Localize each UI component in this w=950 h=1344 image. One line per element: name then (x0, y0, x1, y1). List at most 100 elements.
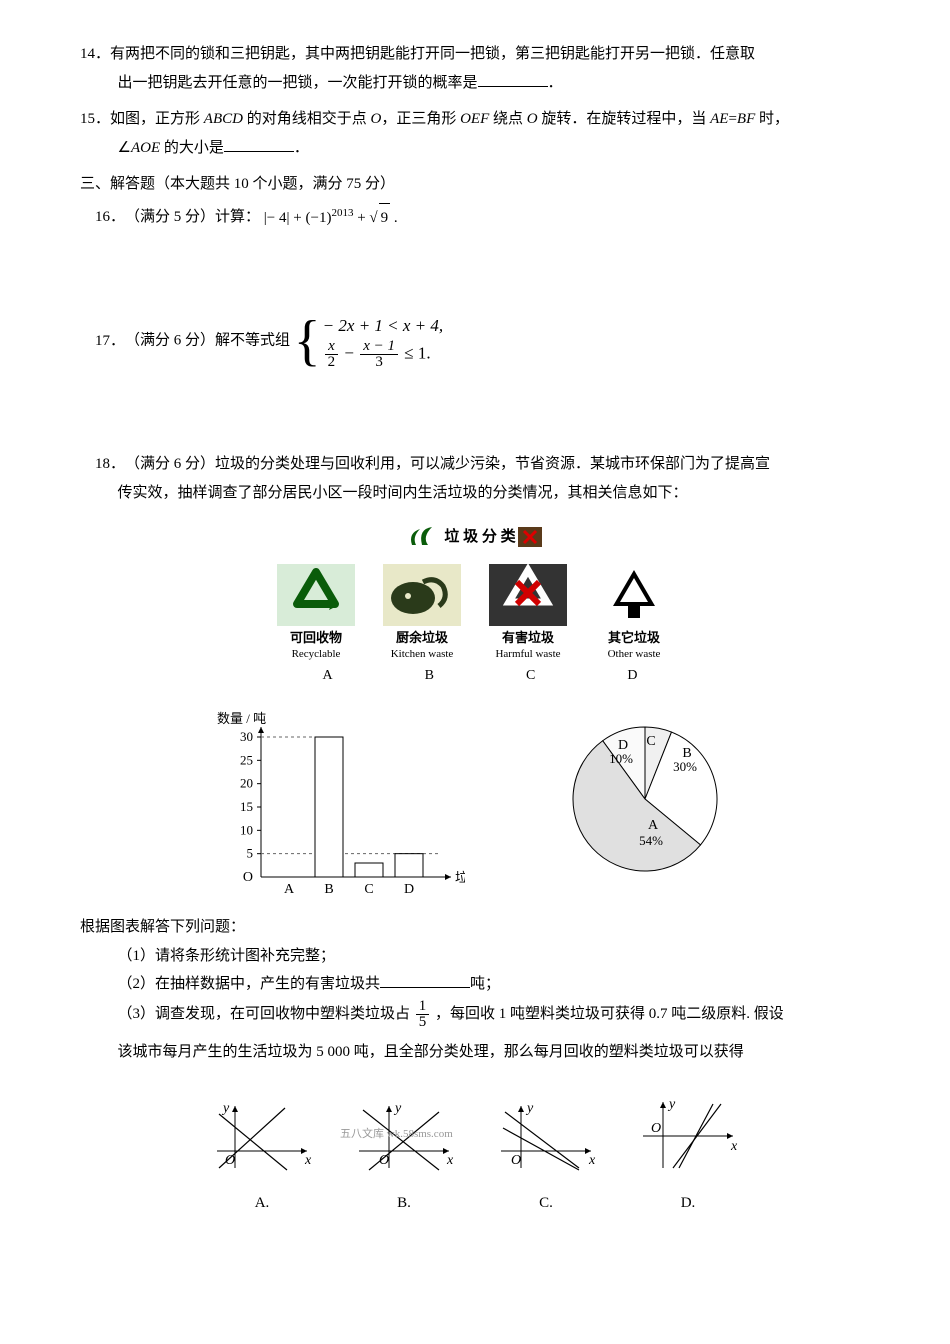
icon-b-cn: 厨余垃圾 (383, 630, 461, 647)
q18-sub2: （2）在抽样数据中，产生的有害垃圾共吨； (80, 970, 870, 999)
q18-sub1: （1）请将条形统计图补充完整； (80, 942, 870, 971)
svg-text:D: D (404, 882, 414, 897)
svg-text:54%: 54% (639, 833, 663, 848)
x-label-d: x (730, 1139, 738, 1154)
option-a: x y O A. (207, 1096, 317, 1217)
recyclable-icon (277, 564, 355, 626)
icon-recyclable: 可回收物 Recyclable (277, 564, 355, 661)
icon-harmful: 有害垃圾 Harmful waste (489, 564, 567, 661)
q14-line2: 出一把钥匙去开任意的一把锁，一次能打开锁的概率是 (118, 75, 478, 91)
O-label-d: O (651, 1121, 661, 1136)
icon-c-en: Harmful waste (489, 647, 567, 661)
svg-text:20: 20 (240, 776, 253, 791)
y-label-d: y (667, 1097, 676, 1112)
q18-sub3c: 该城市每月产生的生活垃圾为 5 000 吨，且全部分类处理，那么每月回收的塑料类… (118, 1038, 871, 1067)
question-17: 17．（满分 6 分）解不等式组 { − 2x + 1 < x + 4, x2 … (80, 312, 870, 370)
abs-v: − 4 (267, 210, 287, 226)
option-c-graph: x y O (491, 1096, 601, 1176)
question-16: 16．（满分 5 分）计算： |− 4| + (−1)2013 + √9 . (80, 203, 870, 233)
svg-text:10: 10 (240, 823, 253, 838)
harmful-icon (489, 564, 567, 626)
q15-oef: OEF (460, 111, 489, 127)
q15-blank[interactable] (224, 136, 294, 152)
f1d: 2 (325, 355, 339, 370)
pie-chart: D10%CB30%A54% (545, 707, 745, 887)
svg-text:O: O (243, 870, 253, 885)
bar-chart: O数量 / 吨垃圾51015202530ABCD (205, 707, 465, 907)
q17-pre: （满分 6 分）解不等式组 (125, 333, 290, 349)
y-label-c: y (525, 1101, 534, 1116)
q16-rad: 9 (379, 203, 391, 233)
q18-prompt: 根据图表解答下列问题： (80, 913, 870, 942)
recycle-top-icon (516, 523, 544, 551)
sqrt-icon: √9 (369, 203, 390, 233)
icon-b-en: Kitchen waste (383, 647, 461, 661)
q15-o: O (370, 111, 381, 127)
leaf-icon (406, 523, 444, 551)
svg-text:B: B (324, 882, 333, 897)
q16-pre: （满分 5 分）计算： (125, 209, 260, 225)
q15-t1: 如图，正方形 (110, 111, 204, 127)
q18-sub2b: 吨； (470, 976, 500, 992)
q15-t5: 旋转．在旋转过程中，当 (538, 111, 711, 127)
option-b: x y O B. (349, 1096, 459, 1217)
q16-number: 16． (95, 203, 125, 232)
letter-c: C (526, 663, 535, 690)
f1n: x (325, 339, 338, 355)
icon-d-en: Other waste (595, 647, 673, 661)
y-label-b: y (393, 1101, 402, 1116)
icon-other: 其它垃圾 Other waste (595, 564, 673, 661)
svg-text:5: 5 (247, 846, 254, 861)
q15-ae: AE (710, 111, 728, 127)
f2n: x − 1 (360, 339, 398, 355)
q17-le: ≤ 1. (400, 344, 431, 363)
fd: 5 (416, 1015, 430, 1030)
letter-b: B (425, 663, 434, 690)
svg-text:10%: 10% (609, 751, 633, 766)
f2d: 3 (372, 355, 386, 370)
svg-text:A: A (284, 882, 295, 897)
x-label: x (304, 1153, 312, 1168)
icon-letters-row: A B C D (90, 663, 870, 690)
q17-minus: − (340, 344, 358, 363)
label-c: C. (491, 1189, 601, 1218)
q17-eq1: − 2x + 1 < x + 4, (323, 312, 443, 339)
label-d: D. (633, 1189, 743, 1218)
q14-line1: 有两把不同的锁和三把钥匙，其中两把钥匙能打开同一把锁，第三把钥匙能打开另一把锁．… (110, 46, 755, 62)
q15-tail: ． (294, 140, 309, 156)
svg-text:15: 15 (240, 799, 253, 814)
svg-text:数量 / 吨: 数量 / 吨 (217, 711, 266, 726)
question-15: 15．如图，正方形 ABCD 的对角线相交于点 O，正三角形 OEF 绕点 O … (80, 105, 870, 162)
q18-sub3: （3）调查发现，在可回收物中塑料类垃圾占 15 ，每回收 1 吨塑料类垃圾可获得… (80, 999, 870, 1067)
letter-a: A (323, 663, 333, 690)
q14-blank[interactable] (478, 71, 548, 87)
kitchen-icon (383, 564, 461, 626)
q18-title: 垃 圾 分 类 (444, 523, 515, 552)
icons-row: 可回收物 Recyclable 厨余垃圾 Kitchen waste 有害垃圾 … (80, 564, 870, 661)
charts-row: O数量 / 吨垃圾51015202530ABCD D10%CB30%A54% (80, 707, 870, 907)
icon-a-en: Recyclable (277, 647, 355, 661)
label-a: A. (207, 1189, 317, 1218)
x-label-c: x (588, 1153, 596, 1168)
option-c: x y O C. (491, 1096, 601, 1217)
q15-o2: O (527, 111, 538, 127)
q18-line1: （满分 6 分）垃圾的分类处理与回收利用，可以减少污染，节省资源．某城市环保部门… (125, 456, 770, 472)
q15-abcd: ABCD (204, 111, 243, 127)
q16-formula: |− 4| + (−1)2013 + √9 . (264, 203, 398, 233)
svg-text:C: C (646, 734, 655, 749)
svg-text:30: 30 (240, 729, 253, 744)
option-d-graph: x y O (633, 1096, 743, 1176)
q15-t3: ，正三角形 (381, 111, 460, 127)
option-a-graph: x y O (207, 1096, 317, 1176)
q16-p2: + (353, 210, 369, 226)
q16-exp: 2013 (331, 207, 353, 219)
question-14: 14．有两把不同的锁和三把钥匙，其中两把钥匙能打开同一把锁，第三把钥匙能打开另一… (80, 40, 870, 97)
icon-c-cn: 有害垃圾 (489, 630, 567, 647)
question-18: 18．（满分 6 分）垃圾的分类处理与回收利用，可以减少污染，节省资源．某城市环… (80, 450, 870, 1066)
q17-eq2: x2 − x − 13 ≤ 1. (323, 339, 443, 370)
label-b: B. (349, 1189, 459, 1218)
q15-t2: 的对角线相交于点 (243, 111, 371, 127)
svg-text:C: C (364, 882, 373, 897)
section-3-heading: 三、解答题（本大题共 10 个小题，满分 75 分） (80, 170, 870, 199)
q18-sub2-blank[interactable] (380, 972, 470, 988)
